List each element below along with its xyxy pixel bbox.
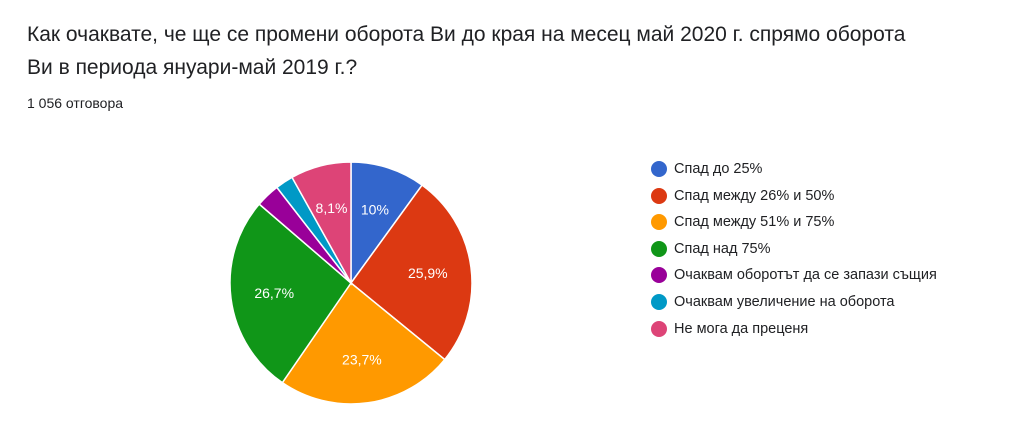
slice-percent-label: 26,7% xyxy=(254,285,294,301)
legend-swatch xyxy=(651,320,667,337)
pie-slice[interactable] xyxy=(350,161,424,286)
legend-item[interactable]: Очаквам оборотът да се запази същия xyxy=(651,266,981,284)
slice-percent-label: 8,1% xyxy=(316,200,348,216)
legend-label: Спад до 25% xyxy=(674,161,763,177)
chart-legend: Спад до 25% Спад между 26% и 50% Спад межд… xyxy=(651,160,981,346)
legend-label: Спад между 26% и 50% xyxy=(674,187,835,204)
legend-swatch xyxy=(651,187,667,204)
legend-swatch xyxy=(651,293,667,310)
legend-label: Очаквам увеличение на оборота xyxy=(674,293,895,310)
legend-swatch xyxy=(651,240,667,257)
legend-item[interactable]: Не мога да преценя xyxy=(651,320,981,338)
pie-slice[interactable] xyxy=(349,184,473,361)
legend-swatch xyxy=(651,267,667,284)
legend-item[interactable]: Спад над 75% xyxy=(651,240,981,258)
legend-label: Очаквам оборотът да се запази същия xyxy=(674,267,937,284)
chart-title: Как очаквате, че ще се промени оборота В… xyxy=(27,23,906,79)
pie-slice[interactable] xyxy=(281,281,446,405)
response-count: 1 056 отговора xyxy=(27,95,124,111)
legend-swatch xyxy=(651,161,667,177)
legend-item[interactable]: Спад между 51% и 75% xyxy=(651,213,981,231)
pie-slice[interactable] xyxy=(229,203,352,384)
slice-percent-label: 25,9% xyxy=(408,265,448,281)
legend-item[interactable]: Очаквам увеличение на оборота xyxy=(651,293,981,311)
legend-item[interactable]: Спад между 26% и 50% xyxy=(651,187,981,205)
legend-item[interactable]: Спад до 25% xyxy=(651,160,981,178)
slice-percent-label: 10% xyxy=(361,201,389,217)
legend-label: Спад между 51% и 75% xyxy=(674,214,835,231)
pie-slice[interactable] xyxy=(291,161,352,286)
legend-label: Спад над 75% xyxy=(674,240,771,257)
slice-percent-label: 23,7% xyxy=(342,352,382,368)
legend-swatch xyxy=(651,214,667,231)
legend-label: Не мога да преценя xyxy=(674,320,809,337)
